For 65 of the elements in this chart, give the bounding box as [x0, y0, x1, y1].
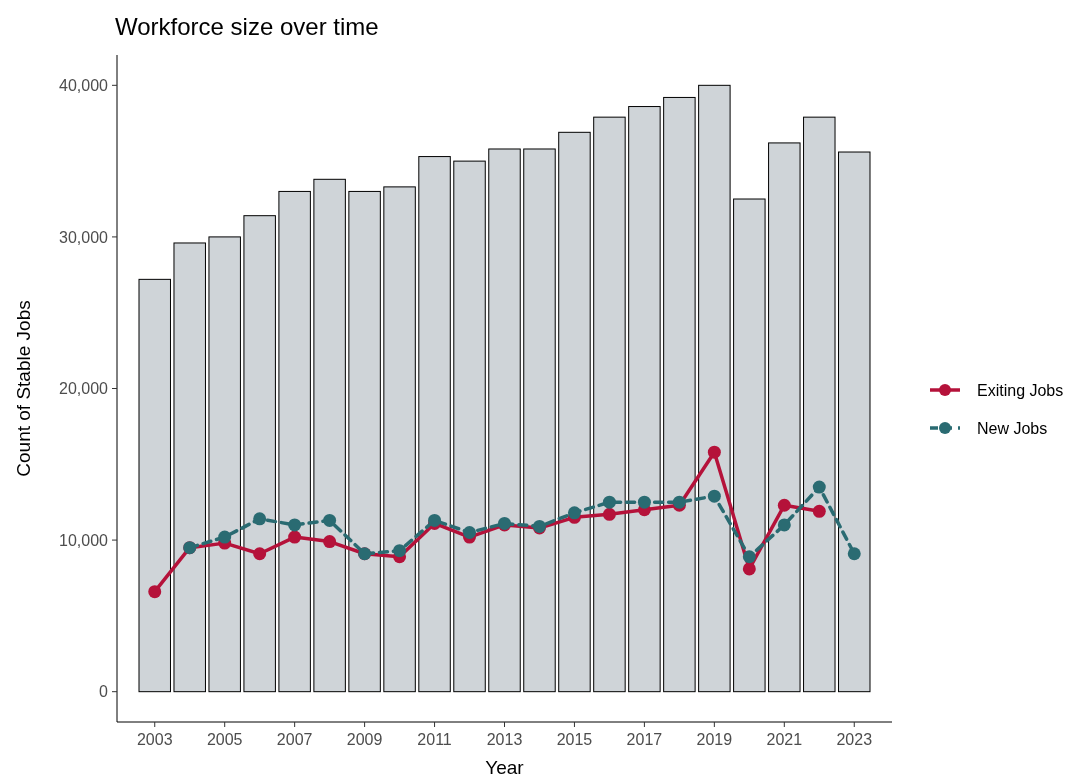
bar [313, 178, 346, 693]
point [812, 480, 826, 494]
bar [488, 148, 521, 693]
bar [278, 190, 311, 693]
x-tick-label: 2007 [276, 731, 313, 748]
y-tick-label: 20,000 [59, 380, 109, 398]
bar [453, 160, 486, 693]
point [148, 585, 162, 599]
point [812, 504, 826, 518]
point [288, 518, 302, 532]
bar [208, 236, 241, 693]
point [602, 495, 616, 509]
x-axis-title: Year [485, 757, 525, 778]
point [637, 495, 651, 509]
point [777, 498, 791, 512]
legend-label: Exiting Jobs [977, 381, 1064, 399]
point [602, 507, 616, 521]
bar [173, 242, 206, 693]
point [218, 530, 232, 544]
bar [838, 151, 871, 693]
bar [418, 156, 451, 693]
point [742, 562, 756, 576]
bar [348, 190, 381, 693]
point [323, 513, 337, 527]
point [847, 547, 861, 561]
point [463, 526, 477, 540]
bar [698, 84, 731, 693]
bar [593, 116, 626, 693]
y-tick-label: 40,000 [59, 76, 109, 94]
x-tick-label: 2023 [836, 731, 873, 748]
x-tick-label: 2017 [626, 731, 663, 748]
bar [243, 215, 276, 693]
legend-label: New Jobs [977, 419, 1048, 437]
point [323, 535, 337, 549]
point [742, 550, 756, 564]
point [253, 512, 267, 526]
x-tick-label: 2011 [417, 731, 452, 748]
bar [733, 198, 766, 693]
x-tick-label: 2015 [556, 731, 593, 748]
bar [138, 278, 171, 693]
bar [523, 148, 556, 693]
point [567, 506, 581, 520]
y-axis-title: Count of Stable Jobs [13, 300, 34, 477]
y-tick-label: 10,000 [59, 531, 109, 549]
y-tick-label: 0 [99, 683, 109, 701]
point [288, 530, 302, 544]
point [707, 445, 721, 459]
point [777, 518, 791, 532]
bar [803, 116, 836, 693]
x-tick-label: 2003 [136, 731, 173, 748]
bar [663, 96, 696, 693]
x-tick-label: 2009 [346, 731, 383, 748]
point [393, 544, 407, 558]
y-tick-label: 30,000 [59, 228, 109, 246]
point [707, 489, 721, 503]
chart-title: Workforce size over time [115, 13, 379, 40]
bar [558, 131, 591, 693]
bar [383, 186, 416, 693]
x-tick-label: 2021 [766, 731, 803, 748]
x-tick-label: 2005 [206, 731, 243, 748]
x-tick-label: 2019 [696, 731, 733, 748]
bar [628, 106, 661, 693]
x-tick-label: 2013 [486, 731, 523, 748]
point [253, 547, 267, 561]
bar [768, 142, 801, 693]
